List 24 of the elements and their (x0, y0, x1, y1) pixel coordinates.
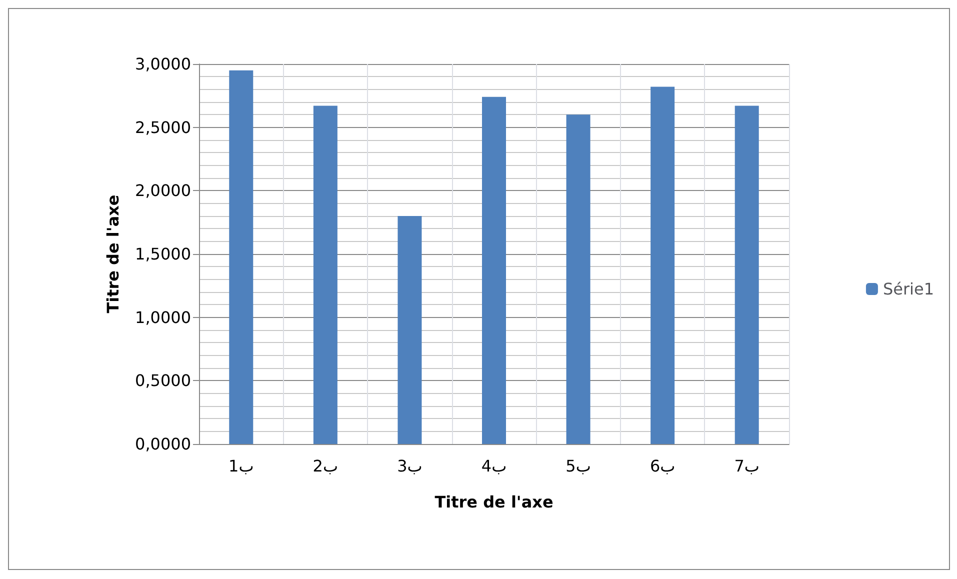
bar (566, 114, 590, 444)
y-axis-title: Titre de l'axe (104, 194, 122, 314)
x-tick-label: 2ب (312, 456, 338, 476)
y-tick-label: 0,5000 (135, 371, 191, 390)
bar (398, 216, 422, 444)
bar (482, 96, 506, 444)
bar (229, 70, 254, 444)
x-tick-label: 6ب (650, 456, 676, 476)
bar (313, 106, 338, 444)
x-tick-label: 5ب (566, 456, 591, 476)
y-tick-label: 2,5000 (135, 118, 191, 137)
y-tick-label: 1,0000 (135, 308, 191, 327)
x-axis-title: Titre de l'axe (434, 492, 554, 512)
bar (650, 86, 675, 444)
y-tick-label: 3,0000 (135, 54, 191, 74)
x-tick-label: 3ب (397, 456, 422, 476)
y-tick-label: 0,0000 (135, 434, 191, 454)
y-tick-label: 1,5000 (135, 244, 191, 264)
legend-label: Série1 (882, 280, 934, 298)
x-tick-label: 7ب (734, 456, 760, 476)
x-tick-label: 4ب (481, 456, 507, 476)
y-tick-label: 2,0000 (135, 181, 191, 200)
x-tick-label: 1ب (228, 456, 254, 476)
bar (734, 106, 759, 444)
